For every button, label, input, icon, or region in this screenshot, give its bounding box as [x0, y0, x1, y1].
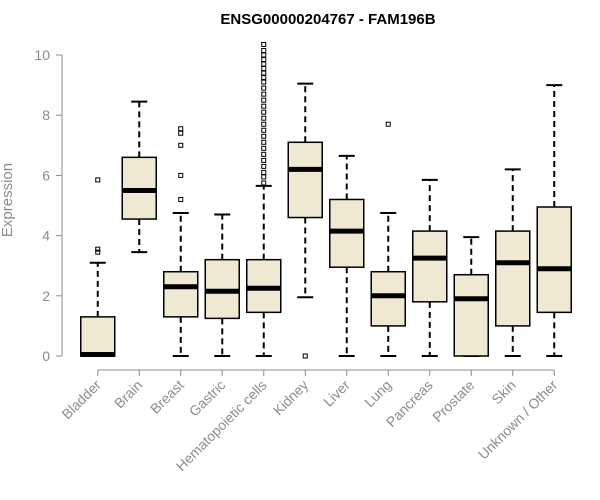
y-tick-label: 4: [42, 228, 50, 244]
outlier-point: [261, 139, 267, 145]
y-tick-label: 2: [42, 288, 50, 304]
x-tick-label: Lung: [361, 377, 394, 410]
box-series: [80, 41, 572, 359]
box-breast: [163, 126, 199, 357]
box-body: [80, 316, 116, 357]
outlier-point: [385, 121, 391, 127]
outlier-point: [261, 57, 267, 63]
x-tick-label: Breast: [147, 377, 187, 417]
outlier-point: [261, 52, 267, 58]
outlier-point: [261, 103, 267, 109]
x-tick-label: Unknown / Other: [475, 377, 561, 463]
y-tick-label: 8: [42, 107, 50, 123]
outlier-point: [178, 130, 184, 136]
box-kidney: [287, 82, 323, 359]
y-axis: 0 2 4 6 8 10: [34, 47, 63, 364]
box-body: [536, 206, 572, 314]
box-liver: [329, 154, 365, 357]
box-gastric: [204, 213, 240, 357]
outlier-point: [261, 174, 267, 180]
outlier-point: [261, 115, 267, 121]
outlier-point: [302, 353, 308, 359]
outlier-point: [95, 249, 101, 255]
outlier-point: [261, 47, 267, 53]
outlier-point: [261, 109, 267, 115]
x-tick-label: Skin: [488, 377, 519, 408]
x-tick-label: Bladder: [58, 377, 104, 423]
outlier-point: [178, 196, 184, 202]
box-prostate: [453, 236, 489, 357]
outlier-point: [261, 127, 267, 133]
outlier-point: [178, 126, 184, 132]
outlier-point: [261, 169, 267, 175]
box-body: [287, 141, 323, 219]
box-body: [453, 273, 489, 357]
outlier-point: [261, 97, 267, 103]
outlier-point: [261, 41, 267, 47]
chart-title: ENSG00000204767 - FAM196B: [220, 11, 435, 28]
box-body: [412, 230, 448, 303]
box-body: [370, 270, 406, 327]
outlier-point: [261, 133, 267, 139]
box-body: [163, 270, 199, 318]
outlier-point: [261, 79, 267, 85]
box-lung: [370, 121, 406, 357]
y-tick-label: 10: [34, 47, 50, 63]
outlier-point: [261, 145, 267, 151]
outlier-point: [261, 61, 267, 67]
box-brain: [121, 100, 157, 254]
y-axis-label: Expression: [0, 163, 16, 237]
y-tick-label: 0: [42, 348, 50, 364]
outlier-point: [95, 246, 101, 252]
outlier-point: [261, 70, 267, 76]
x-tick-label: Liver: [320, 377, 353, 410]
outlier-point: [261, 66, 267, 72]
outlier-point: [261, 75, 267, 81]
x-tick-label: Prostate: [429, 377, 477, 425]
outlier-point: [261, 121, 267, 127]
x-tick-label: Brain: [111, 377, 145, 411]
box-skin: [495, 168, 531, 357]
outlier-point: [261, 151, 267, 157]
x-tick-label: Kidney: [270, 377, 312, 419]
box-bladder: [80, 177, 116, 357]
box-unknown-other: [536, 84, 572, 357]
outlier-point: [261, 163, 267, 169]
box-body: [495, 230, 531, 327]
box-hematopoietic-cells: [246, 41, 282, 357]
outlier-point: [261, 91, 267, 97]
box-pancreas: [412, 178, 448, 357]
outlier-point: [178, 142, 184, 148]
y-tick-label: 6: [42, 167, 50, 183]
outlier-point: [178, 172, 184, 178]
outlier-point: [261, 85, 267, 91]
outlier-point: [261, 180, 267, 186]
outlier-point: [261, 157, 267, 163]
outlier-point: [95, 177, 101, 183]
